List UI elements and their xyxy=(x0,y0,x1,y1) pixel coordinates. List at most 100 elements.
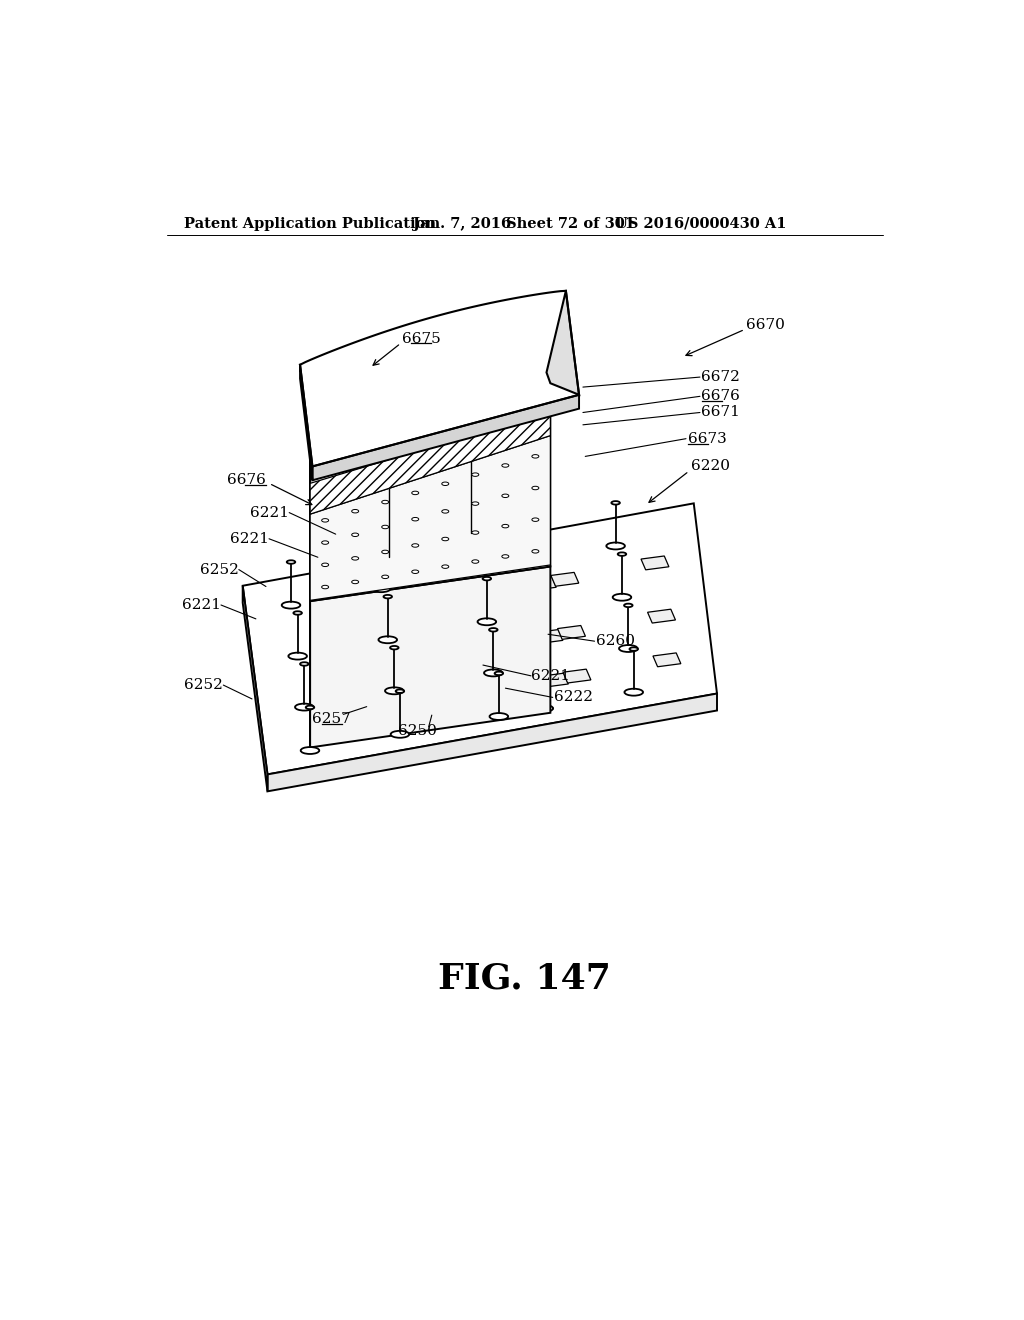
Polygon shape xyxy=(300,290,579,466)
Polygon shape xyxy=(310,411,550,515)
Ellipse shape xyxy=(471,568,489,574)
Ellipse shape xyxy=(472,473,479,477)
Text: 6672: 6672 xyxy=(701,370,740,384)
Polygon shape xyxy=(267,693,717,792)
Ellipse shape xyxy=(301,747,319,754)
Polygon shape xyxy=(312,395,579,480)
Ellipse shape xyxy=(412,491,419,495)
Polygon shape xyxy=(541,673,568,686)
Ellipse shape xyxy=(535,620,543,623)
Ellipse shape xyxy=(322,541,329,544)
Ellipse shape xyxy=(502,494,509,498)
Ellipse shape xyxy=(535,705,553,711)
Text: 6222: 6222 xyxy=(554,690,593,705)
Text: 6671: 6671 xyxy=(701,405,740,420)
Text: 6220: 6220 xyxy=(690,459,730,474)
Polygon shape xyxy=(551,573,579,586)
Text: FIG. 147: FIG. 147 xyxy=(438,961,611,995)
Ellipse shape xyxy=(377,544,385,548)
Text: 6260: 6260 xyxy=(596,634,635,648)
Ellipse shape xyxy=(287,560,295,564)
Polygon shape xyxy=(333,667,360,680)
Ellipse shape xyxy=(502,463,509,467)
Polygon shape xyxy=(310,566,550,747)
Polygon shape xyxy=(557,626,586,639)
Ellipse shape xyxy=(540,664,548,667)
Text: 6676: 6676 xyxy=(701,389,740,404)
Ellipse shape xyxy=(624,603,633,607)
Polygon shape xyxy=(434,594,462,607)
Ellipse shape xyxy=(412,544,419,548)
Ellipse shape xyxy=(477,618,497,626)
Polygon shape xyxy=(647,610,676,623)
Text: 6221: 6221 xyxy=(531,669,570,682)
Ellipse shape xyxy=(522,610,542,616)
Ellipse shape xyxy=(529,661,548,668)
Polygon shape xyxy=(326,614,353,627)
Text: Patent Application Publication: Patent Application Publication xyxy=(183,216,436,231)
Ellipse shape xyxy=(502,554,509,558)
Ellipse shape xyxy=(382,550,389,553)
Text: 6673: 6673 xyxy=(687,432,726,446)
Polygon shape xyxy=(310,436,550,601)
Text: 6221: 6221 xyxy=(250,506,289,520)
Text: 6252: 6252 xyxy=(184,678,223,692)
Ellipse shape xyxy=(289,652,307,660)
Ellipse shape xyxy=(527,569,537,572)
Ellipse shape xyxy=(294,611,302,615)
Ellipse shape xyxy=(390,731,410,738)
Ellipse shape xyxy=(495,672,503,675)
Ellipse shape xyxy=(379,636,397,643)
Ellipse shape xyxy=(383,595,392,598)
Ellipse shape xyxy=(606,543,625,549)
Ellipse shape xyxy=(441,482,449,486)
Polygon shape xyxy=(338,710,366,723)
Text: Sheet 72 of 301: Sheet 72 of 301 xyxy=(506,216,635,231)
Ellipse shape xyxy=(412,570,419,573)
Polygon shape xyxy=(310,381,550,601)
Ellipse shape xyxy=(482,577,492,581)
Ellipse shape xyxy=(484,669,503,676)
Ellipse shape xyxy=(351,533,358,536)
Text: 6675: 6675 xyxy=(401,331,440,346)
Text: Jan. 7, 2016: Jan. 7, 2016 xyxy=(414,216,511,231)
Ellipse shape xyxy=(516,558,535,566)
Ellipse shape xyxy=(617,552,627,556)
Text: 6250: 6250 xyxy=(397,725,436,738)
Ellipse shape xyxy=(322,564,329,566)
Text: 6670: 6670 xyxy=(746,318,785,333)
Ellipse shape xyxy=(441,537,449,541)
Ellipse shape xyxy=(385,688,403,694)
Polygon shape xyxy=(300,364,312,480)
Ellipse shape xyxy=(502,524,509,528)
Ellipse shape xyxy=(620,645,638,652)
Ellipse shape xyxy=(531,517,539,521)
Ellipse shape xyxy=(521,517,529,521)
Ellipse shape xyxy=(611,502,620,504)
Text: US 2016/0000430 A1: US 2016/0000430 A1 xyxy=(614,216,786,231)
Ellipse shape xyxy=(351,581,358,583)
Polygon shape xyxy=(446,690,474,704)
Text: 6257: 6257 xyxy=(312,711,351,726)
Ellipse shape xyxy=(282,602,300,609)
Ellipse shape xyxy=(630,647,638,651)
Ellipse shape xyxy=(372,585,390,593)
Ellipse shape xyxy=(476,525,484,529)
Polygon shape xyxy=(547,290,579,395)
Text: 6221: 6221 xyxy=(182,598,221,612)
Ellipse shape xyxy=(322,519,329,523)
Polygon shape xyxy=(641,556,669,570)
Polygon shape xyxy=(563,669,591,682)
Ellipse shape xyxy=(322,585,329,589)
Ellipse shape xyxy=(472,531,479,535)
Ellipse shape xyxy=(382,525,389,529)
Ellipse shape xyxy=(441,510,449,513)
Ellipse shape xyxy=(351,510,358,513)
Ellipse shape xyxy=(472,560,479,564)
Ellipse shape xyxy=(295,704,313,710)
Polygon shape xyxy=(243,586,267,792)
Ellipse shape xyxy=(390,645,398,649)
Ellipse shape xyxy=(300,663,308,665)
Ellipse shape xyxy=(441,565,449,569)
Text: 6221: 6221 xyxy=(230,532,269,545)
